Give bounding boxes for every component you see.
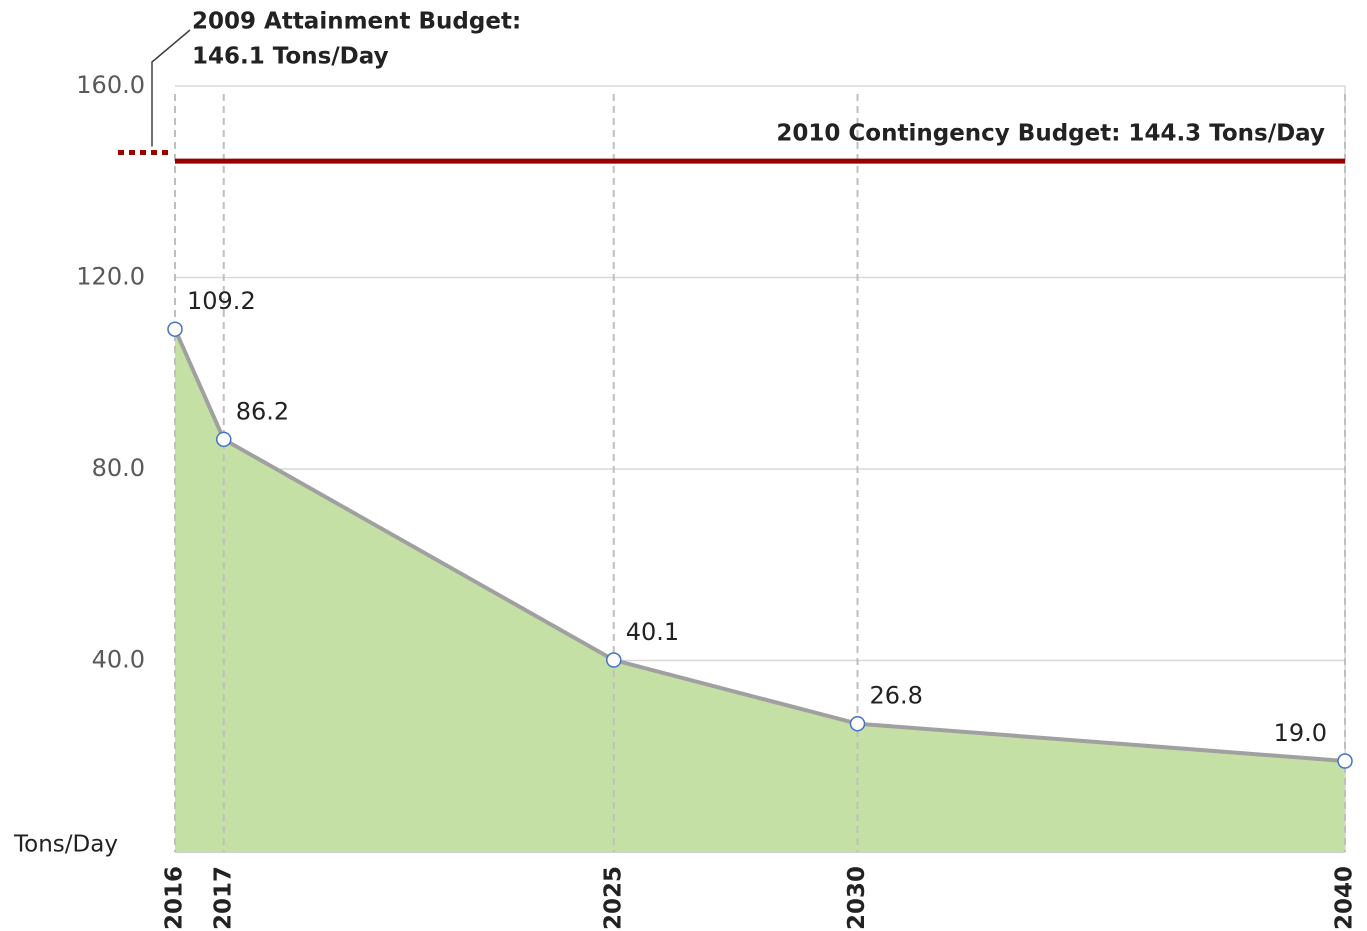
- y-tick-label: 40.0: [92, 646, 145, 674]
- reference-label: 2009 Attainment Budget:: [192, 9, 521, 35]
- leader-line: [151, 29, 191, 147]
- y-tick-label: 120.0: [76, 263, 145, 291]
- x-tick-label: 2030: [844, 866, 870, 930]
- data-label: 40.1: [626, 618, 679, 646]
- marker: [167, 321, 183, 337]
- marker: [216, 431, 232, 448]
- area: [175, 329, 1345, 853]
- y-tick-label: 160.0: [76, 71, 145, 99]
- x-tick-label: 2025: [600, 866, 626, 930]
- x-tick-label: 2017: [210, 866, 236, 930]
- x-tick-label: 2016: [162, 866, 188, 930]
- y-axis-label: Tons/Day: [13, 832, 118, 858]
- data-label: 26.8: [870, 682, 923, 710]
- data-label: 109.2: [187, 287, 256, 315]
- marker: [849, 715, 866, 732]
- reference-label: 146.1 Tons/Day: [192, 44, 389, 70]
- marker: [606, 652, 622, 668]
- x-tick-label: 2040: [1332, 866, 1358, 930]
- data-label: 19.0: [1274, 719, 1327, 747]
- marker: [1337, 753, 1353, 769]
- reference-label: 2010 Contingency Budget: 144.3 Tons/Day: [776, 121, 1325, 147]
- y-tick-label: 80.0: [92, 454, 145, 482]
- data-label: 86.2: [236, 397, 289, 425]
